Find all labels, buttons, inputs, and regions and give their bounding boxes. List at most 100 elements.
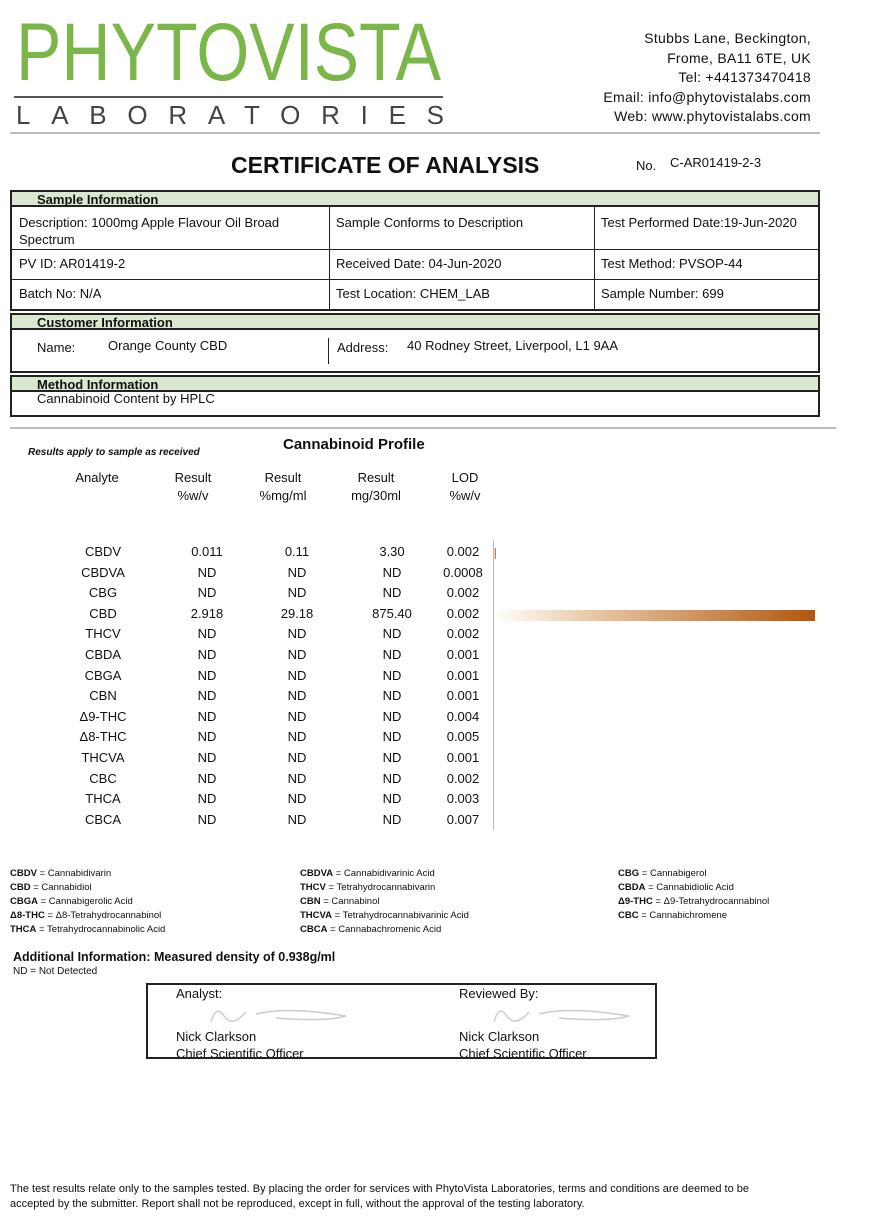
abbreviation: THCVA = Tetrahydrocannabivarinic Acid — [300, 910, 469, 921]
abbreviation: CBGA = Cannabigerolic Acid — [10, 896, 133, 907]
signature — [493, 1009, 630, 1023]
cell: 0.002 — [446, 770, 480, 786]
abbreviation: CBCA = Cannabachromenic Acid — [300, 924, 441, 935]
cell: ND — [382, 791, 402, 807]
name: Nick Clarkson — [459, 1029, 540, 1044]
abbr: Δ9-THC — [618, 896, 653, 907]
cell: 0.003 — [446, 791, 480, 807]
abbr: THCVA — [300, 910, 333, 921]
row-line — [12, 279, 818, 280]
address-line: Frome, BA11 6TE, UK — [667, 49, 811, 66]
cell: ND — [382, 647, 402, 662]
cell: ND — [287, 585, 307, 601]
label: Name: — [37, 340, 76, 355]
column-header: Analyte — [75, 470, 119, 485]
cell: ND — [197, 708, 217, 724]
role: Analyst: — [176, 986, 223, 1001]
value: 40 Rodney Street, Liverpool, L1 9AA — [407, 338, 619, 353]
cert-no: C-AR01419-2-3 — [670, 155, 762, 170]
cell: 875.40 — [372, 605, 412, 621]
cell: ND — [197, 564, 217, 580]
abbreviation: Δ9-THC = Δ9-Tetrahydrocannabinol — [618, 896, 769, 907]
cell: Batch No: N/A — [19, 286, 102, 301]
cell: 0.001 — [446, 667, 480, 683]
abbreviation: CBDV = Cannabidivarin — [10, 868, 111, 879]
column-header: Result — [264, 470, 302, 485]
cell: 0.004 — [446, 708, 480, 724]
abbr: CBGA — [10, 896, 38, 907]
abbreviation: CBDVA = Cannabidivarinic Acid — [300, 868, 435, 879]
cell: ND — [287, 770, 307, 786]
cell: CBC — [89, 770, 117, 786]
cell: 0.001 — [446, 688, 480, 704]
value: Orange County CBD — [108, 338, 228, 353]
cell: Sample Conforms to Description — [336, 215, 524, 230]
cell: 0.002 — [446, 544, 480, 559]
cell: CBG — [88, 585, 118, 601]
cell: ND — [197, 626, 217, 642]
additional-info: Additional Information: Measured density… — [13, 950, 336, 964]
abbr: THCV — [300, 882, 326, 893]
note: Results apply to sample as received — [28, 447, 200, 458]
abbr: CBDVA — [300, 868, 334, 879]
cell: Δ8-THC — [79, 729, 127, 745]
value: Cannabinoid Content by HPLC — [37, 391, 215, 406]
cell: 0.005 — [446, 729, 480, 745]
cell: 0.011 — [191, 544, 223, 559]
profile-title: Cannabinoid Profile — [283, 436, 425, 453]
cell: Description: 1000mg Apple Flavour Oil Br… — [19, 215, 280, 247]
cell: ND — [197, 667, 217, 683]
meaning: = Cannabachromenic Acid — [330, 924, 442, 935]
address-line: Tel: +441373470418 — [678, 69, 811, 85]
meaning: = Δ9-Tetrahydrocannabinol — [655, 896, 770, 907]
abbr: CBDA — [618, 882, 646, 893]
cell: THCA — [85, 791, 121, 807]
cell: 29.18 — [280, 605, 314, 621]
abbr: Δ8-THC — [10, 910, 45, 921]
cell: Δ9-THC — [79, 708, 127, 724]
cell: Test Location: CHEM_LAB — [336, 286, 490, 301]
bar-axis — [493, 540, 494, 830]
customer-box: Name: Orange County CBD Address: 40 Rodn… — [10, 328, 820, 373]
abbr: CBDV — [10, 868, 37, 879]
cell: CBGA — [84, 667, 122, 683]
title: Chief Scientific Officer — [459, 1046, 587, 1059]
role: Reviewed By: — [459, 986, 539, 1001]
cell: ND — [382, 750, 402, 765]
address-line: Email: info@phytovistalabs.com — [603, 88, 811, 105]
cell: ND — [287, 688, 307, 704]
meaning: = Cannabigerol — [641, 868, 707, 879]
cell: ND — [287, 750, 307, 765]
abbreviation: CBD = Cannabidiol — [10, 882, 92, 893]
signature-box: Analyst: Nick Clarkson Chief Scientific Of… — [146, 983, 657, 1059]
nd-note: ND = Not Detected — [13, 966, 98, 977]
bar — [494, 548, 496, 559]
cell: Test Method: PVSOP-44 — [601, 256, 743, 271]
col-line — [329, 249, 330, 279]
sample-table: Description: 1000mg Apple Flavour Oil Br… — [10, 205, 820, 311]
abbreviation: CBDA = Cannabidiolic Acid — [618, 882, 734, 893]
title: Chief Scientific Officer — [176, 1046, 304, 1059]
logo-text: PHYTOVISTA — [16, 7, 441, 98]
abbr: CBN — [300, 896, 321, 907]
column-header: Result — [357, 470, 395, 485]
cell: ND — [382, 708, 402, 724]
abbreviation: CBG = Cannabigerol — [618, 868, 706, 879]
abbreviations: CBDV = Cannabidivarin CBD = Cannabidiol CB… — [0, 868, 871, 948]
cell: ND — [382, 626, 402, 642]
section-heading: Customer Information — [10, 313, 820, 330]
cell: Sample Number: 699 — [601, 286, 724, 301]
cell: ND — [287, 626, 307, 642]
cell: 0.002 — [446, 605, 480, 621]
cell: ND — [197, 647, 217, 662]
title: CERTIFICATE OF ANALYSIS — [231, 152, 540, 178]
cell: ND — [197, 770, 217, 786]
col-line — [329, 205, 330, 249]
cell: ND — [382, 585, 402, 601]
cell: 3.30 — [379, 544, 405, 559]
cell: ND — [382, 564, 402, 580]
abbr: CBCA — [300, 924, 328, 935]
cell: CBCA — [84, 811, 122, 827]
abbr: CBC — [618, 910, 639, 921]
profile-table: Analyte Result %w/v Result %mg/ml Result mg/30… — [75, 470, 815, 827]
